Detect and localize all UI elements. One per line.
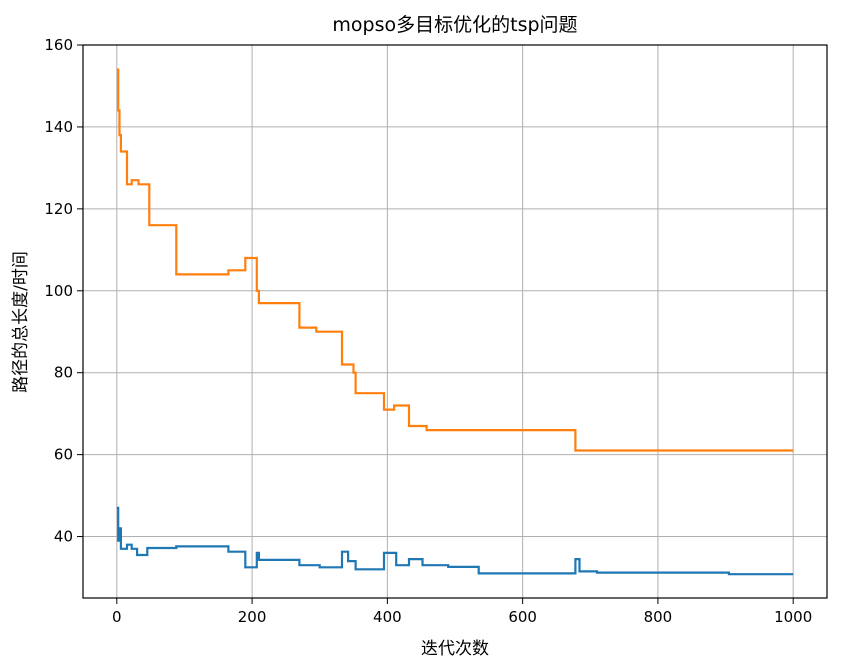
y-tick-label: 160 <box>44 36 73 54</box>
x-tick-label: 200 <box>238 608 267 626</box>
y-tick-label: 120 <box>44 200 73 218</box>
y-tick-label: 140 <box>44 118 73 136</box>
y-tick-label: 80 <box>54 364 73 382</box>
x-tick-label: 400 <box>373 608 402 626</box>
y-tick-label: 40 <box>54 528 73 546</box>
x-tick-label: 1000 <box>774 608 812 626</box>
y-tick-label: 100 <box>44 282 73 300</box>
chart-title: mopso多目标优化的tsp问题 <box>332 14 577 36</box>
y-axis-ticks: 40 60 80 100 120 140 160 <box>44 36 83 546</box>
x-tick-label: 0 <box>112 608 122 626</box>
x-axis-ticks: 0 200 400 600 800 1000 <box>112 598 812 626</box>
x-axis-label: 迭代次数 <box>421 639 489 659</box>
series-line-2 <box>116 506 794 576</box>
plot-frame <box>82 44 828 599</box>
x-tick-label: 800 <box>644 608 673 626</box>
series-group <box>116 68 794 576</box>
y-axis-label: 路径的总长度/时间 <box>11 251 31 393</box>
x-tick-label: 600 <box>508 608 537 626</box>
y-tick-label: 60 <box>54 446 73 464</box>
series-line-1 <box>116 68 794 452</box>
